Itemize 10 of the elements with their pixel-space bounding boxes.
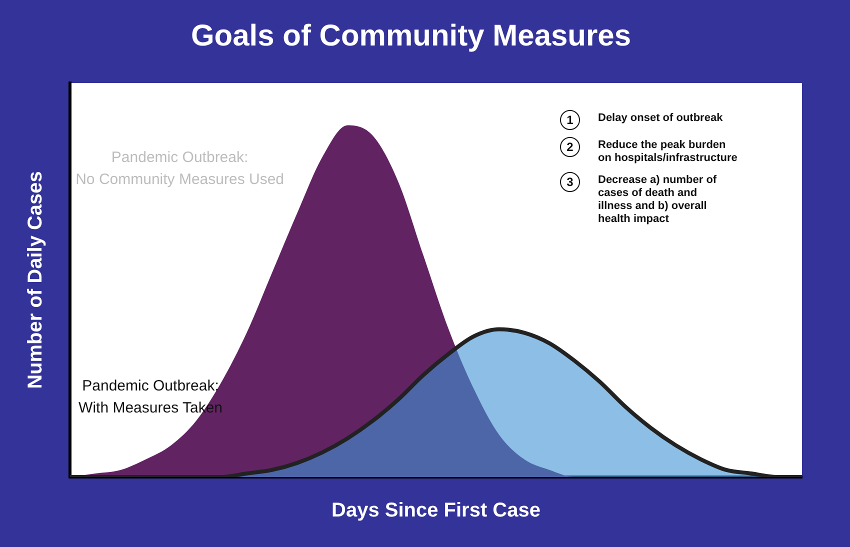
annotation: Reduce the peak burden on hospitals/infrastructure [598, 139, 738, 165]
x-axis-title: Days Since First Case [332, 500, 540, 522]
annotation: 3 [560, 172, 580, 192]
annotation: 1 [560, 110, 580, 130]
annotation: 2 [560, 137, 580, 157]
y-axis-title: Number of Daily Cases [24, 171, 47, 389]
annotation: Decrease a) number of cases of death and illness and b) overall health impact [598, 174, 717, 226]
series-label: Pandemic Outbreak: No Community Measures Used [76, 148, 284, 188]
chart-title: Goals of Community Measures [190, 19, 632, 52]
text: Delay onset of outbreak [598, 112, 723, 125]
